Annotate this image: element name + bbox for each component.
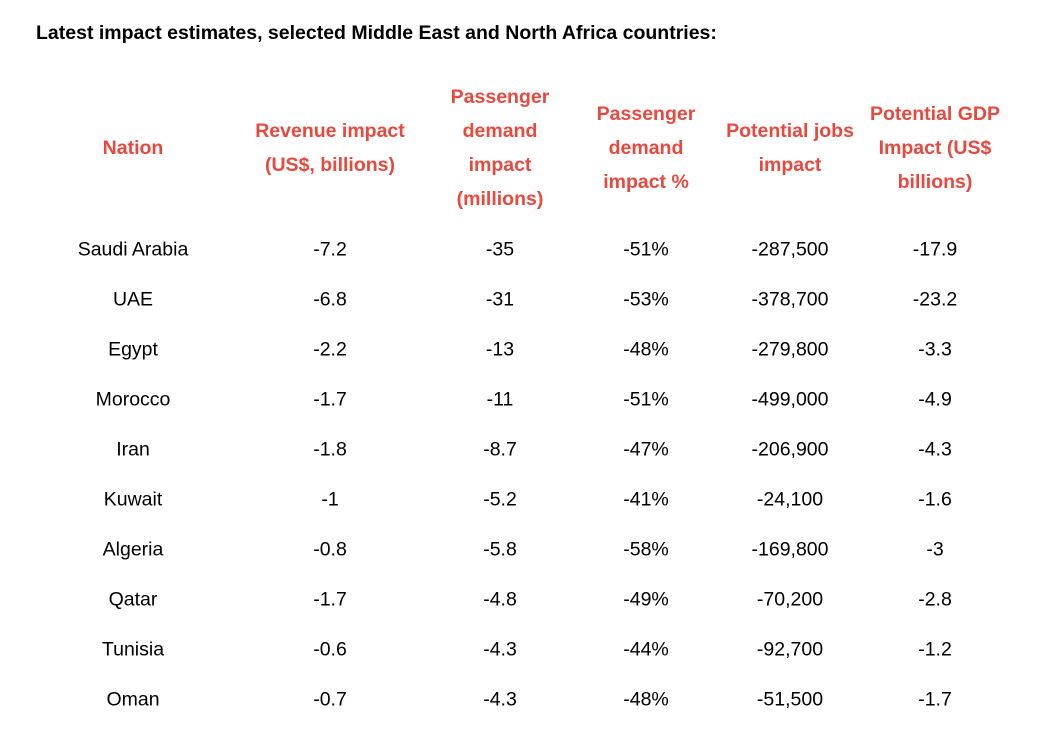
- value-cell: -169,800: [751, 538, 829, 561]
- column-header-line: demand: [462, 120, 538, 142]
- column-header-line: Potential GDP: [869, 103, 1001, 125]
- value-cell: -6.8: [313, 288, 347, 311]
- column-header-line: Impact (US$: [878, 137, 992, 159]
- value-cell: -41%: [623, 488, 669, 511]
- page-title: Latest impact estimates, selected Middle…: [36, 22, 717, 44]
- value-cell: -17.9: [912, 238, 958, 261]
- value-cell: -47%: [623, 438, 669, 461]
- value-cell: -1: [321, 488, 339, 511]
- nation-cell: Egypt: [108, 338, 158, 361]
- value-cell: -0.8: [313, 538, 347, 561]
- column-header-line: impact %: [603, 171, 689, 193]
- nation-cell: Saudi Arabia: [77, 238, 189, 261]
- value-cell: -23.2: [912, 288, 958, 311]
- value-cell: -49%: [623, 588, 669, 611]
- value-cell: -4.3: [483, 638, 517, 661]
- nation-cell: Morocco: [95, 388, 171, 411]
- column-header: Nation: [103, 131, 164, 165]
- value-cell: -13: [485, 338, 515, 361]
- nation-cell: Algeria: [102, 538, 164, 561]
- value-cell: -1.7: [313, 588, 347, 611]
- column-header: Passenger demand impact (millions): [451, 80, 550, 216]
- value-cell: -35: [485, 238, 515, 261]
- value-cell: -1.7: [313, 388, 347, 411]
- value-cell: -51%: [623, 238, 669, 261]
- value-cell: -1.2: [918, 638, 952, 661]
- value-cell: -1.6: [918, 488, 952, 511]
- value-cell: -0.6: [313, 638, 347, 661]
- value-cell: -8.7: [483, 438, 517, 461]
- value-cell: -44%: [623, 638, 669, 661]
- column-header-line: demand: [608, 137, 684, 159]
- nation-cell: Qatar: [108, 588, 158, 611]
- value-cell: -2.2: [313, 338, 347, 361]
- value-cell: -1.7: [918, 688, 952, 711]
- value-cell: -24,100: [756, 488, 824, 511]
- value-cell: -4.9: [918, 388, 952, 411]
- column-header-line: Potential jobs: [726, 120, 854, 142]
- nation-cell: Oman: [106, 688, 160, 711]
- column-header-line: (millions): [456, 188, 544, 210]
- value-cell: -58%: [623, 538, 669, 561]
- column-header-line: Passenger: [596, 103, 696, 125]
- value-cell: -51%: [623, 388, 669, 411]
- column-header-line: Revenue impact: [255, 120, 405, 142]
- value-cell: -0.7: [313, 688, 347, 711]
- value-cell: -3: [926, 538, 944, 561]
- column-header-line: impact: [758, 154, 822, 176]
- column-header-line: billions): [897, 171, 973, 193]
- value-cell: -4.3: [483, 688, 517, 711]
- column-header-line: Nation: [102, 137, 164, 159]
- value-cell: -53%: [623, 288, 669, 311]
- value-cell: -92,700: [756, 638, 824, 661]
- column-header-line: Passenger: [450, 86, 550, 108]
- column-header-line: impact: [468, 154, 532, 176]
- nation-cell: Tunisia: [101, 638, 165, 661]
- value-cell: -4.3: [918, 438, 952, 461]
- value-cell: -7.2: [313, 238, 347, 261]
- value-cell: -2.8: [918, 588, 952, 611]
- nation-cell: UAE: [112, 288, 154, 311]
- value-cell: -51,500: [756, 688, 824, 711]
- value-cell: -48%: [623, 688, 669, 711]
- value-cell: -499,000: [751, 388, 829, 411]
- value-cell: -70,200: [756, 588, 824, 611]
- value-cell: -4.8: [483, 588, 517, 611]
- value-cell: -287,500: [751, 238, 829, 261]
- value-cell: -11: [486, 388, 514, 411]
- column-header: Passenger demand impact %: [597, 97, 696, 199]
- column-header: Revenue impact (US$, billions): [255, 114, 405, 182]
- value-cell: -31: [485, 288, 515, 311]
- value-cell: -206,900: [751, 438, 829, 461]
- value-cell: -48%: [623, 338, 669, 361]
- value-cell: -5.8: [483, 538, 517, 561]
- nation-cell: Iran: [116, 438, 150, 461]
- column-header: Potential GDP Impact (US$ billions): [870, 97, 1000, 199]
- value-cell: -378,700: [751, 288, 829, 311]
- column-header-line: (US$, billions): [264, 154, 395, 176]
- value-cell: -5.2: [483, 488, 517, 511]
- value-cell: -279,800: [751, 338, 829, 361]
- value-cell: -3.3: [918, 338, 952, 361]
- column-header: Potential jobs impact: [726, 114, 854, 182]
- nation-cell: Kuwait: [103, 488, 163, 511]
- value-cell: -1.8: [313, 438, 347, 461]
